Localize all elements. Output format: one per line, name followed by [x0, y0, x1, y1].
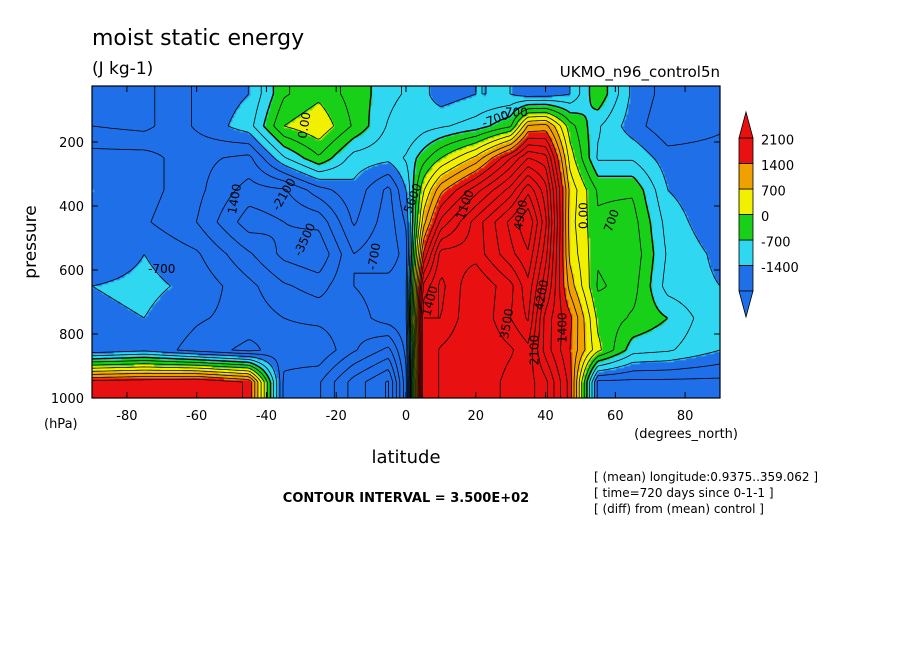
colorbar-swatch [738, 163, 754, 190]
y-tick-label: 400 [59, 200, 84, 215]
contour-line [92, 86, 695, 398]
contour-line [237, 205, 401, 398]
contour-line [92, 120, 586, 398]
contour-interval: CONTOUR INTERVAL = 3.500E+02 [283, 491, 529, 506]
contour-line [517, 207, 534, 250]
contour-line [92, 102, 602, 398]
y-axis-title: pressure [21, 205, 41, 278]
x-tick-label: 0 [402, 409, 410, 424]
contour-lines [92, 86, 720, 398]
colorbar-swatch [738, 265, 754, 292]
contour-label: -700 [365, 242, 384, 271]
colorbar-min-arrow [738, 290, 754, 319]
x-axis-units: (degrees_north) [634, 427, 738, 442]
x-tick-label: -40 [256, 409, 277, 424]
colorbar-label: -700 [761, 236, 791, 251]
x-tick-label: -20 [326, 409, 347, 424]
contour-line [216, 178, 404, 398]
y-tick-label: 800 [59, 328, 84, 343]
contour-label: 700 [367, 75, 390, 89]
annotation-diff: [ (diff) from (mean) control ] [594, 502, 764, 516]
colorbar-label: 0 [761, 210, 769, 225]
x-axis-label: latitude [371, 447, 440, 468]
annotation-time: [ time=720 days since 0-1-1 ] [594, 486, 774, 500]
contour-line [92, 86, 720, 398]
y-axis: 200 400 600 800 1000 [51, 136, 720, 407]
chart-title: moist static energy [92, 26, 304, 51]
contour-line [424, 174, 547, 344]
contour-line [418, 144, 561, 398]
y-tick-label: 600 [59, 264, 84, 279]
annotation-longitude: [ (mean) longitude:0.9375..359.062 ] [594, 470, 818, 484]
x-tick-label: 20 [468, 409, 485, 424]
colorbar-swatch [738, 239, 754, 266]
contour-line [92, 116, 593, 398]
x-tick-label: -80 [116, 409, 137, 424]
colorbar-label: 700 [761, 185, 786, 200]
contour-line [92, 137, 568, 398]
contour-label: -700 [148, 262, 175, 276]
contour-label: 3500 [497, 307, 516, 340]
contour-line [347, 357, 397, 398]
contour-label: 1400 [555, 312, 569, 343]
contour-line [92, 86, 720, 398]
contour-label: -700 [501, 105, 528, 119]
colorbar-swatch [738, 188, 754, 215]
chart-units: (J kg-1) [92, 59, 153, 79]
x-axis: -80 -60 -40 -20 0 20 40 60 80 [116, 86, 693, 424]
contour-line [419, 151, 555, 398]
colorbar-swatch [738, 137, 754, 164]
contour-label: 2100 [528, 335, 542, 366]
contour-line [92, 124, 579, 398]
contour-line [385, 380, 389, 398]
contour-line [92, 130, 573, 398]
contour-label: 1400 [225, 183, 244, 216]
x-tick-label: 60 [607, 409, 624, 424]
colorbar-label: 2100 [761, 134, 794, 149]
contour-line [364, 369, 394, 398]
contour-line [422, 166, 550, 398]
contour-line [494, 183, 543, 322]
colorbar-max-arrow [738, 110, 754, 139]
y-axis-units: (hPa) [44, 417, 78, 432]
contour-label: 0.00 [576, 202, 590, 229]
run-label: UKMO_n96_control5n [560, 63, 720, 82]
y-tick-label: 1000 [51, 392, 84, 407]
colorbar: 2100 1400 700 0 -700 -1400 [738, 110, 799, 319]
colorbar-label: 1400 [761, 159, 794, 174]
x-tick-label: 80 [677, 409, 694, 424]
contour-line [92, 86, 642, 398]
y-tick-label: 200 [59, 136, 84, 151]
contour-line [506, 194, 538, 278]
x-tick-label: 40 [537, 409, 554, 424]
contour-label: 4900 [511, 199, 530, 232]
contour-line [92, 86, 668, 398]
contour-label: 0.00 [295, 111, 313, 140]
contour-line [420, 157, 553, 398]
x-tick-label: -60 [186, 409, 207, 424]
contour-line [92, 86, 720, 398]
colorbar-swatch [738, 214, 754, 241]
colorbar-label: -1400 [761, 261, 799, 276]
contour-label: 4200 [532, 279, 551, 312]
